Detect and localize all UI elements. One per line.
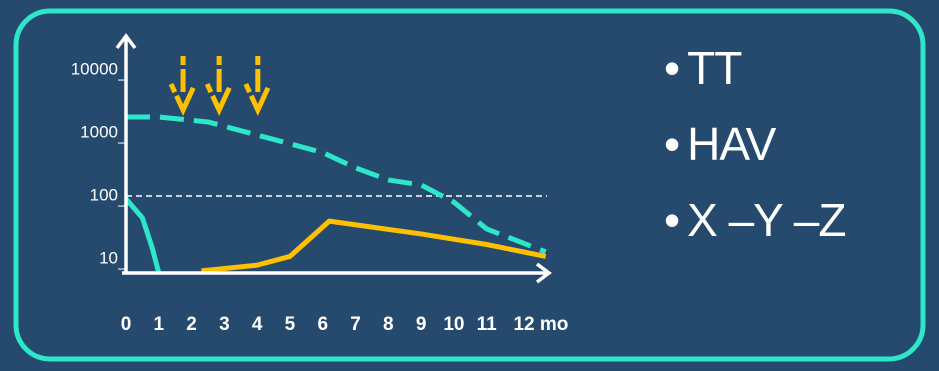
y-tick-label: 10 xyxy=(99,249,118,268)
x-tick-label: 1 xyxy=(154,314,165,335)
x-tick-label: 2 xyxy=(186,314,197,335)
x-axis xyxy=(122,262,552,284)
y-axis xyxy=(115,33,137,273)
x-tick-label: 4 xyxy=(252,314,263,335)
x-tick-label: 0 xyxy=(121,314,132,335)
line-series xyxy=(126,114,547,255)
line-series xyxy=(201,218,547,274)
dose-arrow xyxy=(204,56,234,116)
x-tick-label: 9 xyxy=(416,314,427,335)
bullet: TT xyxy=(664,30,845,106)
y-tick-label: 10000 xyxy=(71,60,118,79)
x-tick-label: 3 xyxy=(219,314,230,335)
bullet: HAV xyxy=(664,106,845,182)
x-tick-label: 11 xyxy=(477,314,498,335)
y-tick-label: 100 xyxy=(90,186,118,205)
y-tick-label: 1000 xyxy=(80,123,118,142)
x-tick-label: 10 xyxy=(443,314,464,335)
bullet: X –Y –Z xyxy=(664,182,846,258)
x-tick-label: 6 xyxy=(317,314,328,335)
dose-arrow xyxy=(168,56,198,116)
line-series xyxy=(124,197,162,274)
x-tick-label: 7 xyxy=(350,314,361,335)
x-tick-label: 5 xyxy=(285,314,296,335)
frame xyxy=(13,8,926,362)
x-tick-label: 12 mo xyxy=(513,314,568,335)
dose-arrow xyxy=(243,56,273,116)
bullet-list: TT HAV X –Y –Z xyxy=(664,30,846,258)
x-tick-label: 8 xyxy=(383,314,394,335)
